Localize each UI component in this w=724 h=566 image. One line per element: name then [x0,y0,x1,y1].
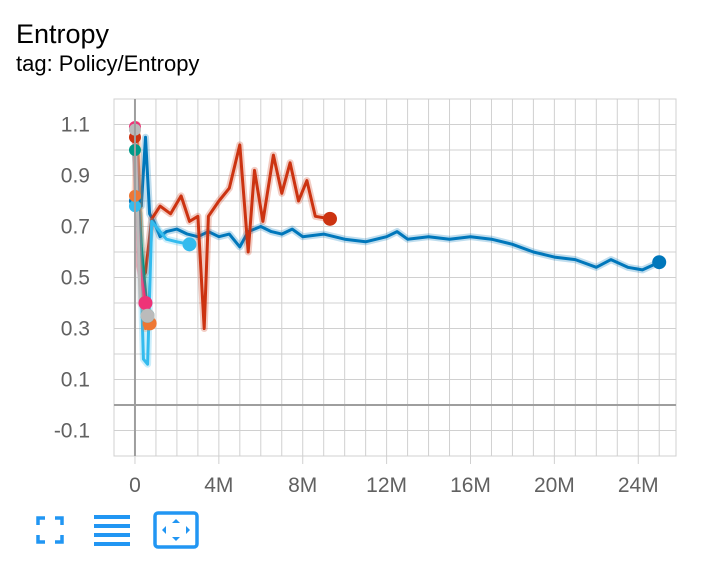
x-tick-label: 8M [288,474,317,497]
x-tick-label: 4M [204,474,233,497]
series-end-point [322,211,337,226]
y-tick-label: 0.1 [61,369,90,392]
expand-chart-button[interactable] [28,508,72,552]
series-end-point [140,308,155,323]
axes: 1.1 0.9 0.7 0.5 0.3 0.1 -0.1 0 4M 8M 12M 16M 20M 24M [54,99,676,497]
fit-domain-button[interactable] [152,508,200,552]
series-end-point [652,255,667,270]
series-end-point [138,296,153,310]
y-tick-label: 0.7 [61,216,90,239]
x-tick-label: 0 [129,474,141,497]
series-line [133,137,331,330]
y-tick-label: 0.5 [61,267,90,290]
plot-frame [113,98,677,457]
series-lines [128,121,667,368]
line-chart[interactable]: 1.1 0.9 0.7 0.5 0.3 0.1 -0.1 0 4M 8M 12M 16M 20M 24M [0,0,724,500]
list-lines-icon [94,515,130,546]
grid [113,98,677,457]
x-tick-label: 16M [450,474,491,497]
toggle-log-scale-button[interactable] [90,508,134,552]
x-tick-label: 20M [534,474,575,497]
y-tick-label: 0.3 [61,318,90,341]
series-end-point [182,237,197,252]
chart-title: Entropy [16,19,110,49]
fullscreen-icon [36,516,64,544]
y-tick-label: 0.9 [61,165,90,188]
fit-to-data-icon [153,511,199,549]
x-tick-label: 24M [618,474,659,497]
chart-subtitle: tag: Policy/Entropy [16,51,200,76]
x-tick-label: 12M [366,474,407,497]
y-tick-label: -0.1 [54,420,90,443]
series-line [134,135,660,272]
y-tick-label: 1.1 [61,114,90,137]
